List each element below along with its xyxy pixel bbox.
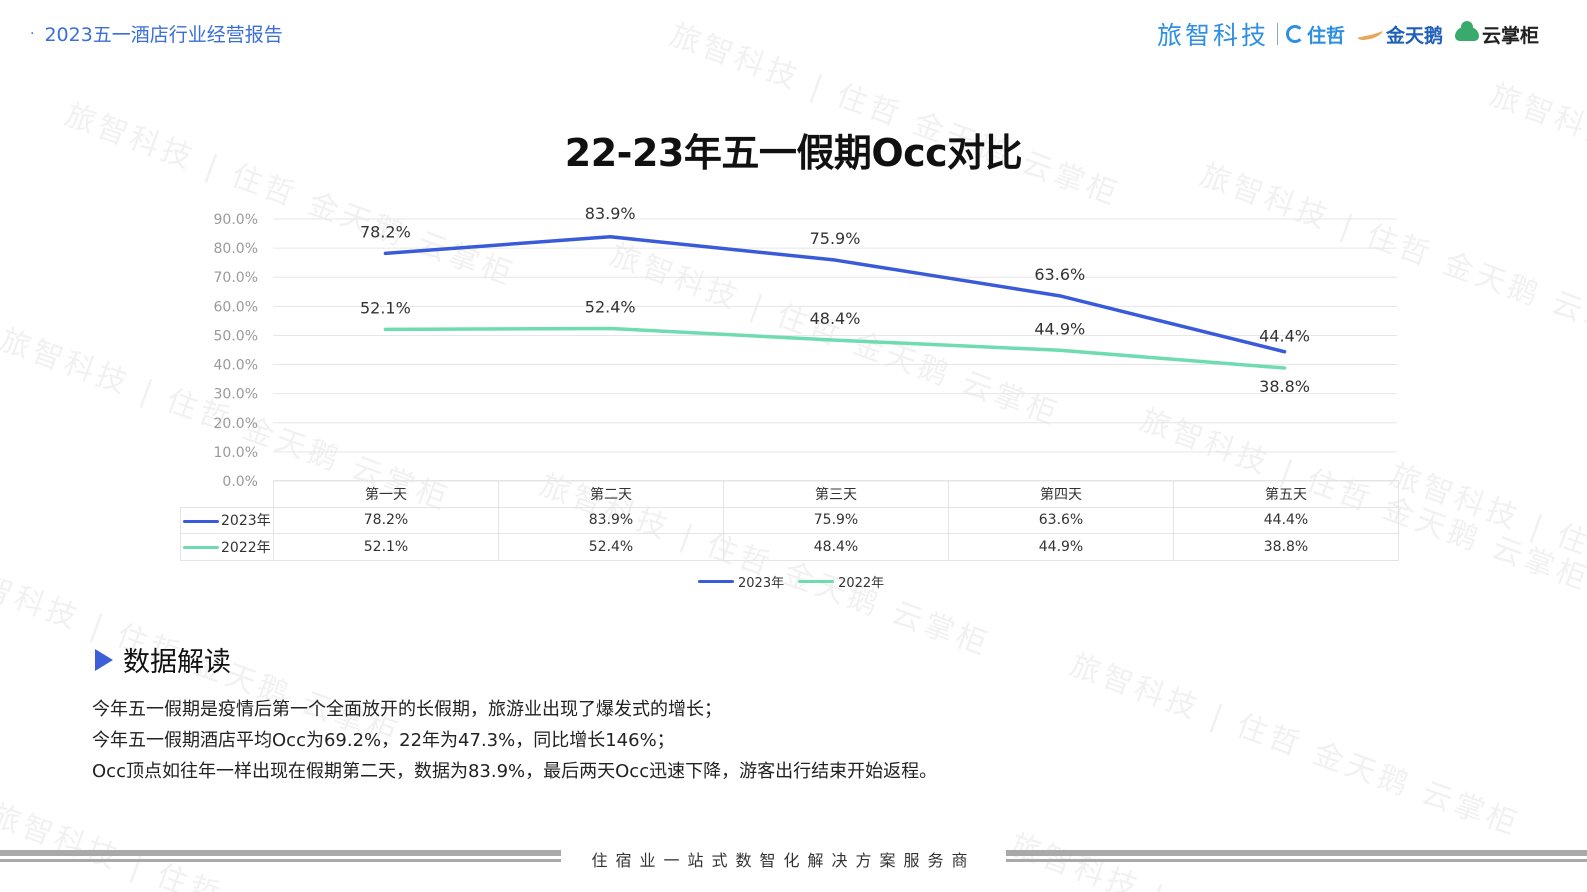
y-tick-label: 30.0% <box>214 387 258 403</box>
chart-legend: 2023年 2022年 <box>698 572 884 591</box>
legend-key-2022 <box>183 546 219 550</box>
data-label: 44.4% <box>1259 327 1310 346</box>
brand-main-logo: 旅智科技 <box>1156 21 1269 50</box>
footer-tagline: 住宿业一站式数智化解决方案服务商 <box>591 851 976 870</box>
report-title: 2023五一酒店行业经营报告 <box>44 24 283 46</box>
data-label: 52.1% <box>360 298 411 317</box>
legend-item-2022[interactable]: 2022年 <box>798 572 884 591</box>
analysis-line: 今年五一假期是疫情后第一个全面放开的长假期，旅游业出现了爆发式的增长； <box>92 699 722 720</box>
y-tick-label: 80.0% <box>214 241 258 257</box>
zhuzhe-logo-icon <box>1285 25 1304 43</box>
legend-item-2023[interactable]: 2023年 <box>698 572 784 591</box>
data-label: 78.2% <box>360 222 411 241</box>
table-col-header: 第三天 <box>723 480 949 508</box>
y-tick-label: 40.0% <box>214 358 258 374</box>
brand-divider <box>1276 23 1278 45</box>
cloud-logo-icon <box>1454 21 1479 41</box>
bullet-dot: · <box>30 25 35 42</box>
footer-rule-left <box>0 850 561 862</box>
table-cell: 44.4% <box>1173 506 1399 534</box>
table-cell: 38.8% <box>1173 533 1399 561</box>
table-cell: 52.1% <box>273 533 499 561</box>
triangle-marker-icon <box>95 648 113 671</box>
brand-jintiane-label: 金天鹅 <box>1385 24 1443 47</box>
y-tick-label: 10.0% <box>214 445 258 461</box>
table-row-header: 2022年 <box>180 533 274 561</box>
y-tick-label: 20.0% <box>214 416 258 432</box>
legend-line-icon <box>698 580 734 583</box>
table-cell: 52.4% <box>498 533 724 561</box>
footer: 住宿业一站式数智化解决方案服务商 <box>0 846 1587 870</box>
data-label: 52.4% <box>585 297 636 316</box>
series-line-2022年[interactable] <box>383 326 1287 370</box>
table-row: 2023年 78.2% 83.9% 75.9% 63.6% 44.4% <box>180 506 1399 534</box>
table-cell: 44.9% <box>948 533 1174 561</box>
analysis-section-header: 数据解读 <box>95 640 231 679</box>
brand-logos: 旅智科技 住哲 金天鹅 云掌柜 <box>1157 16 1539 52</box>
data-label: 44.9% <box>1034 319 1085 338</box>
brand-yunzhanggui-label: 云掌柜 <box>1481 24 1539 47</box>
data-label: 75.9% <box>810 229 861 248</box>
analysis-line: 今年五一假期酒店平均Occ为69.2%，22年为47.3%，同比增长146%； <box>92 730 675 751</box>
legend-line-icon <box>798 580 835 583</box>
y-tick-label: 60.0% <box>214 299 258 315</box>
analysis-text: 今年五一假期是疫情后第一个全面放开的长假期，旅游业出现了爆发式的增长； 今年五一… <box>92 694 937 787</box>
data-label: 38.8% <box>1259 377 1310 396</box>
series-line-2023年[interactable] <box>383 235 1287 354</box>
report-header: · 2023五一酒店行业经营报告 <box>30 20 283 47</box>
table-col-header: 第二天 <box>498 480 724 508</box>
footer-rule-right <box>1006 850 1587 862</box>
brand-zhuzhe: 住哲 <box>1285 21 1345 48</box>
data-label: 63.6% <box>1034 265 1085 284</box>
legend-key-2023 <box>183 519 219 523</box>
section-title: 数据解读 <box>123 647 231 678</box>
table-cell: 83.9% <box>498 506 724 534</box>
table-row-header: 2023年 <box>180 506 274 534</box>
table-cell: 75.9% <box>723 506 949 534</box>
analysis-line: Occ顶点如往年一样出现在假期第二天，数据为83.9%，最后两天Occ迅速下降，… <box>92 761 938 782</box>
table-cell: 78.2% <box>273 506 499 534</box>
brand-jintiane: 金天鹅 <box>1356 21 1443 48</box>
table-cell: 48.4% <box>723 533 949 561</box>
table-col-header: 第一天 <box>273 480 499 508</box>
table-col-header: 第五天 <box>1173 480 1399 508</box>
y-tick-label: 90.0% <box>214 212 258 228</box>
data-label: 83.9% <box>585 204 636 223</box>
brand-yunzhanggui: 云掌柜 <box>1454 21 1539 48</box>
brand-zhuzhe-label: 住哲 <box>1306 24 1345 47</box>
y-tick-label: 50.0% <box>214 328 258 344</box>
table-col-header: 第四天 <box>948 480 1174 508</box>
table-row: 2022年 52.1% 52.4% 48.4% 44.9% 38.8% <box>180 533 1399 561</box>
table-cell: 63.6% <box>948 506 1174 534</box>
chart-title: 22-23年五一假期Occ对比 <box>564 131 1023 175</box>
data-label: 48.4% <box>810 309 861 328</box>
y-tick-label: 70.0% <box>214 270 258 286</box>
chart-data-table: 第一天 第二天 第三天 第四天 第五天 2023年 78.2% 83.9% 75… <box>180 480 1399 561</box>
table-header-row: 第一天 第二天 第三天 第四天 第五天 <box>180 480 1399 508</box>
